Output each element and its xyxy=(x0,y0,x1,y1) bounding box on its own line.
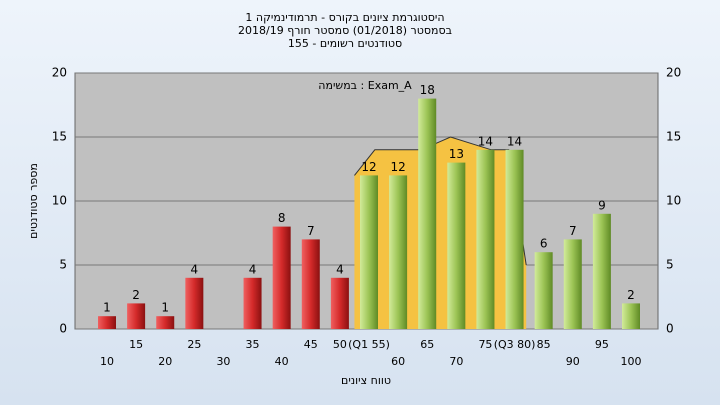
y-tick-label: 0 xyxy=(59,322,67,336)
bar xyxy=(418,98,437,329)
x-tick-label: 35 xyxy=(246,338,260,351)
y2-tick-label: 0 xyxy=(666,322,674,336)
bar xyxy=(505,149,524,329)
data-label: 8 xyxy=(278,211,286,225)
data-label: 1 xyxy=(103,301,111,315)
data-label: 12 xyxy=(361,160,376,174)
y-tick-label: 10 xyxy=(52,194,67,208)
bar xyxy=(127,303,146,329)
bar xyxy=(389,175,408,329)
y-axis-label: מספר סטודנטים xyxy=(27,163,40,239)
data-label: 14 xyxy=(478,134,493,148)
data-label: 6 xyxy=(540,237,548,251)
title-line: בסמסטר (01/2018) סמסטר חורף 2018/19 xyxy=(238,24,452,37)
bar xyxy=(360,175,378,329)
bar xyxy=(243,277,262,329)
y2-tick-label: 15 xyxy=(666,130,681,144)
data-label: 9 xyxy=(598,198,606,212)
data-label: 4 xyxy=(249,262,257,276)
data-label: 7 xyxy=(307,224,315,238)
x-tick-label: (Q3 80) xyxy=(494,338,536,351)
bar xyxy=(476,149,495,329)
x-tick-label: 70 xyxy=(449,355,463,368)
area-fill xyxy=(354,137,527,329)
data-label: 14 xyxy=(507,134,522,148)
x-tick-label: 100 xyxy=(621,355,642,368)
data-label: 4 xyxy=(191,262,199,276)
data-label: 18 xyxy=(420,83,435,97)
x-tick-label: 95 xyxy=(595,338,609,351)
title-line: היסטוגרמת ציונים בקורס - תרמודינמיקה 1 xyxy=(245,11,444,24)
y2-tick-label: 20 xyxy=(666,66,681,80)
bar xyxy=(534,252,553,329)
bar xyxy=(592,213,611,329)
bar xyxy=(156,316,175,329)
data-label: 4 xyxy=(336,262,344,276)
bar xyxy=(185,277,204,329)
data-label: 1 xyxy=(161,301,169,315)
title-line: סטודנטים רשומים - 155 xyxy=(288,37,402,50)
bar xyxy=(622,303,640,329)
x-tick-label: 60 xyxy=(391,355,405,368)
bar xyxy=(563,239,582,329)
bar xyxy=(330,277,349,329)
data-label: 2 xyxy=(132,288,140,302)
data-label: 13 xyxy=(449,147,464,161)
x-tick-label: 20 xyxy=(158,355,172,368)
y-tick-label: 5 xyxy=(59,258,67,272)
x-axis-label: טווח ציונים xyxy=(341,374,391,387)
x-tick-label: 50 xyxy=(333,338,347,351)
x-tick-label: 15 xyxy=(129,338,143,351)
x-tick-label: 75 xyxy=(478,338,492,351)
data-label: 2 xyxy=(627,288,635,302)
x-tick-label: 25 xyxy=(187,338,201,351)
y-tick-label: 15 xyxy=(52,130,67,144)
y2-tick-label: 5 xyxy=(666,258,674,272)
bar xyxy=(272,226,291,329)
x-tick-label: (Q1 55) xyxy=(348,338,390,351)
x-tick-label: 45 xyxy=(304,338,318,351)
data-label: 12 xyxy=(390,160,405,174)
x-tick-label: 90 xyxy=(566,355,580,368)
data-label: 7 xyxy=(569,224,577,238)
y-tick-label: 20 xyxy=(52,66,67,80)
x-tick-label: 65 xyxy=(420,338,434,351)
x-tick-label: 10 xyxy=(100,355,114,368)
x-tick-label: 40 xyxy=(275,355,289,368)
annotation: במשימה : Exam_A xyxy=(318,79,412,92)
bar xyxy=(447,162,466,329)
bar xyxy=(98,316,116,329)
bar xyxy=(301,239,320,329)
x-tick-label: 30 xyxy=(216,355,230,368)
x-tick-label: 85 xyxy=(537,338,551,351)
y2-tick-label: 10 xyxy=(666,194,681,208)
